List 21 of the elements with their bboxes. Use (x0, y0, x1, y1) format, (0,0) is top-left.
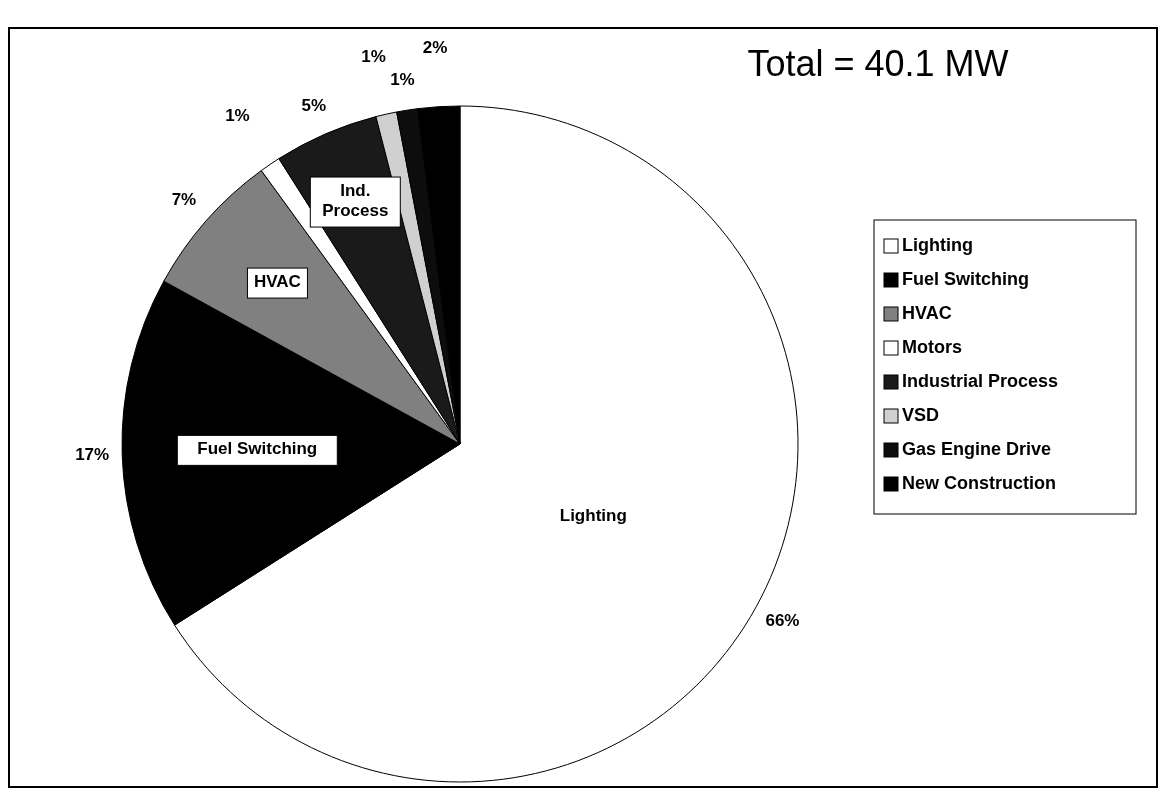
legend-label: Gas Engine Drive (902, 438, 1052, 459)
data-label: 1% (390, 70, 415, 90)
data-label: 7% (171, 190, 197, 210)
legend-label: Motors (902, 336, 962, 357)
data-label: 1% (225, 105, 250, 125)
legend-label: HVAC (902, 302, 952, 323)
legend-label: Fuel Switching (902, 268, 1030, 289)
data-label: 66% (765, 610, 800, 630)
text: HVAC (253, 272, 301, 292)
data-label: 1% (361, 47, 386, 67)
text: Ind. Process (322, 181, 389, 221)
data-label: 2% (422, 38, 448, 58)
legend-label: VSD (902, 404, 940, 425)
chart-title: Total = 40.1 MW (747, 42, 1009, 84)
legend-label: Industrial Process (902, 370, 1059, 391)
text: Fuel Switching (197, 439, 318, 459)
data-label: 17% (75, 445, 110, 465)
legend-label: New Construction (902, 472, 1057, 493)
data-label: 5% (301, 95, 327, 115)
legend-label: Lighting (902, 234, 973, 255)
text: Lighting (559, 506, 627, 526)
